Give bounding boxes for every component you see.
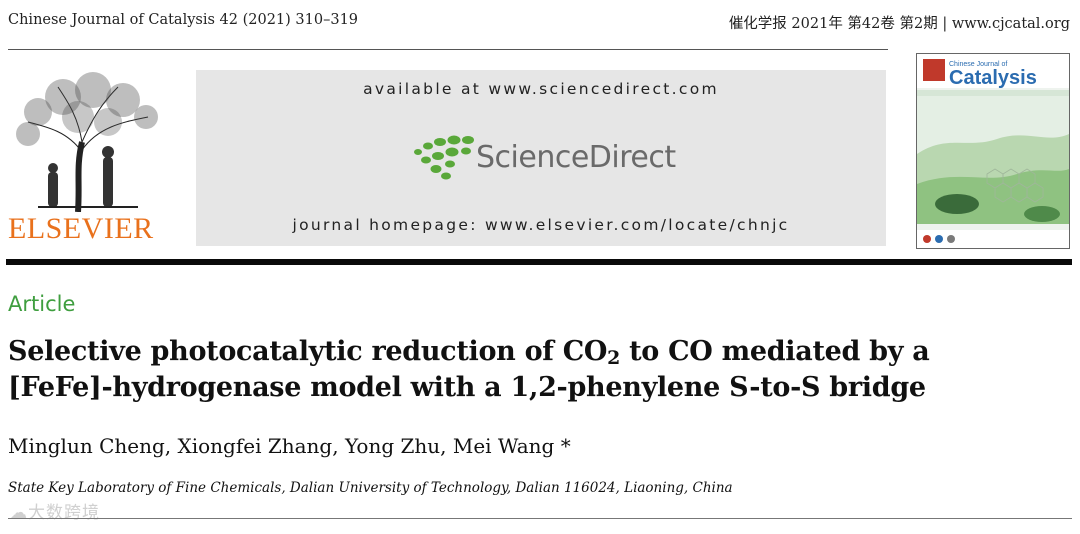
masthead-divider <box>6 259 1072 265</box>
journal-cover-art-icon: Chinese Journal of Catalysis <box>917 54 1069 248</box>
article-type-label: Article <box>8 292 76 316</box>
elsevier-wordmark: ELSEVIER <box>8 212 154 245</box>
article-title-line-2: [FeFe]-hydrogenase model with a 1,2-phen… <box>8 372 926 403</box>
watermark: ☁大数跨境 <box>10 503 100 523</box>
cover-title-big: Catalysis <box>949 67 1037 89</box>
sciencedirect-dots-icon <box>414 135 474 180</box>
journal-reference: Chinese Journal of Catalysis 42 (2021) 3… <box>8 12 359 28</box>
cover-title-small: Chinese Journal of <box>949 61 1007 68</box>
footer-divider <box>8 518 1072 519</box>
title-text-b: to CO mediated by a <box>619 336 930 367</box>
author-affiliation: State Key Laboratory of Fine Chemicals, … <box>8 480 733 496</box>
article-title-line-1: Selective photocatalytic reduction of CO… <box>8 336 930 369</box>
author-list[interactable]: Minglun Cheng, Xiongfei Zhang, Yong Zhu,… <box>8 434 571 458</box>
elsevier-tree-logo-icon <box>16 72 158 212</box>
journal-homepage-text[interactable]: journal homepage: www.elsevier.com/locat… <box>292 216 790 234</box>
title-text-a: Selective photocatalytic reduction of CO <box>8 336 608 367</box>
title-subscript: 2 <box>607 346 620 369</box>
journal-reference-chinese[interactable]: 催化学报 2021年 第42卷 第2期 | www.cjcatal.org <box>728 16 1070 32</box>
sciencedirect-availability-text[interactable]: available at www.sciencedirect.com <box>363 80 719 98</box>
journal-cover-image: Chinese Journal of Catalysis <box>916 53 1070 249</box>
sciencedirect-logo-text: ScienceDirect <box>476 140 676 175</box>
sciencedirect-banner: available at www.sciencedirect.com Scien… <box>196 70 886 246</box>
header-divider <box>8 49 888 50</box>
watermark-text: 大数跨境 <box>28 503 100 523</box>
